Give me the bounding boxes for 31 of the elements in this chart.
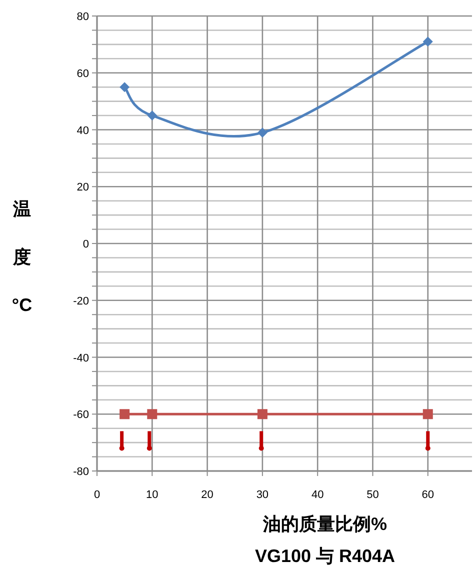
point: [257, 128, 268, 138]
y-tick-label: -80: [73, 466, 89, 478]
point: [147, 110, 158, 121]
x-tick-label: 50: [366, 489, 379, 501]
y-tick-label: 60: [76, 68, 89, 80]
x-tick-label: 0: [94, 489, 100, 501]
point: [120, 409, 130, 420]
y-tick-label: 20: [76, 182, 89, 194]
x-axis-title: 油的质量比例%: [262, 514, 388, 534]
point: [258, 446, 264, 451]
y-tick-label: 0: [82, 238, 89, 250]
x-tick-label: 30: [256, 489, 269, 501]
x-tick-label: 40: [311, 489, 324, 501]
point: [425, 446, 430, 451]
point: [422, 409, 433, 420]
y-tick-label: 40: [76, 124, 89, 137]
point: [119, 446, 124, 451]
y-tick-label: 80: [76, 11, 89, 23]
text: VG100 与 R404A: [254, 546, 396, 566]
x-tick-label: 20: [201, 489, 214, 501]
x-tick-label: 60: [422, 489, 434, 501]
point: [422, 36, 433, 47]
x-tick-label: 10: [146, 489, 158, 501]
y-tick-label: -60: [73, 409, 89, 422]
point: [146, 446, 152, 451]
text: 温度°C: [12, 199, 32, 315]
point: [147, 409, 158, 420]
y-tick-label: -40: [73, 352, 89, 364]
point: [120, 82, 130, 92]
point: [257, 409, 268, 420]
y-tick-label: -20: [73, 295, 89, 308]
